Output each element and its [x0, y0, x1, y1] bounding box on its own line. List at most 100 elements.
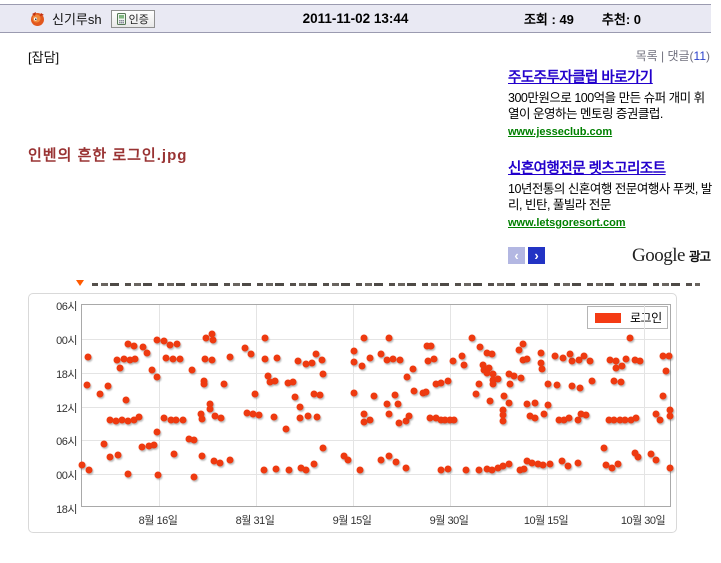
scatter-dot	[356, 466, 364, 474]
scatter-dot	[574, 459, 582, 467]
list-link[interactable]: 목록	[635, 49, 658, 63]
gridline	[82, 407, 670, 408]
scatter-dot	[555, 416, 563, 424]
scatter-dot	[113, 356, 121, 364]
verify-button-label: 인증	[128, 13, 149, 26]
scatter-dot	[558, 457, 566, 465]
scatter-dot	[198, 415, 206, 423]
scatter-dot	[600, 444, 608, 452]
scatter-dot	[247, 350, 255, 358]
scatter-dot	[302, 466, 310, 474]
chart-legend: 로그인	[587, 306, 668, 329]
scatter-dot	[201, 355, 209, 363]
scatter-dot	[500, 392, 508, 400]
post-nav-links: 목록 | 댓글(11)	[636, 47, 710, 64]
scatter-dot	[559, 354, 567, 362]
scatter-dot	[190, 436, 198, 444]
scatter-dot	[366, 354, 374, 362]
ad-url-link[interactable]: www.letsgoresort.com	[508, 217, 626, 229]
scatter-dot	[462, 466, 470, 474]
scatter-dot	[217, 414, 225, 422]
scatter-dot	[270, 413, 278, 421]
scatter-dot	[138, 443, 146, 451]
scatter-dot	[403, 373, 411, 381]
google-ads-label: 광고	[688, 250, 711, 264]
scatter-dot	[385, 410, 393, 418]
scatter-dot	[636, 357, 644, 365]
scatter-dot	[539, 461, 547, 469]
scatter-dot	[475, 380, 483, 388]
scatter-dot	[153, 336, 161, 344]
scatter-dot	[308, 359, 316, 367]
scatter-dot	[553, 381, 561, 389]
scatter-dot	[291, 393, 299, 401]
scatter-dot	[612, 364, 620, 372]
phone-icon	[116, 12, 126, 25]
clipped-caption-text	[92, 283, 700, 286]
x-tick-label: 10월 30일	[620, 515, 666, 527]
scatter-dot	[460, 361, 468, 369]
scatter-dot	[586, 357, 594, 365]
scatter-dot	[385, 334, 393, 342]
scatter-dot	[172, 416, 180, 424]
scatter-dot	[166, 341, 174, 349]
scatter-dot	[652, 410, 660, 418]
x-tick-label: 8월 16일	[138, 515, 178, 527]
scatter-dot	[350, 347, 358, 355]
scatter-dot	[576, 384, 584, 392]
scatter-dot	[358, 362, 366, 370]
scatter-dot	[312, 350, 320, 358]
scatter-dot	[392, 458, 400, 466]
gridline	[353, 305, 354, 506]
scatter-dot	[489, 370, 497, 378]
verify-button[interactable]: 인증	[110, 9, 155, 28]
scatter-dot	[154, 471, 162, 479]
scatter-dot	[370, 392, 378, 400]
scatter-dot	[220, 380, 228, 388]
scatter-dot	[577, 410, 585, 418]
ad-title-link[interactable]: 주도주투자클럽 바로가기	[508, 70, 653, 86]
scatter-dot	[444, 465, 452, 473]
scatter-dot	[666, 464, 674, 472]
ad-prev-arrow-button[interactable]: ‹	[508, 247, 525, 264]
scatter-dot	[665, 352, 673, 360]
y-tick-label: 18시	[56, 368, 77, 381]
comments-link[interactable]: 댓글(11)	[667, 49, 710, 63]
login-time-chart: 로그인 06시 00시 18시 12시 06시 00시 18시 8월 16일 8월 31일 9월…	[28, 293, 677, 533]
scatter-dot	[499, 417, 507, 425]
ad-title-link[interactable]: 신혼여행전문 렛츠고리조트	[508, 161, 666, 177]
scatter-dot	[170, 450, 178, 458]
scatter-dot	[528, 459, 536, 467]
scatter-dot	[505, 460, 513, 468]
y-tick-label: 18시	[56, 504, 77, 516]
scatter-dot	[185, 435, 193, 443]
scatter-dot	[124, 417, 132, 425]
scatter-dot	[652, 456, 660, 464]
scatter-dot	[294, 357, 302, 365]
gridline	[82, 474, 670, 475]
scatter-dot	[618, 362, 626, 370]
y-tick-label: 00시	[56, 334, 77, 347]
ad-url-link[interactable]: www.jesseclub.com	[508, 126, 613, 138]
gridline	[256, 305, 257, 506]
ad-next-arrow-button[interactable]: ›	[528, 247, 545, 264]
scatter-dot	[120, 355, 128, 363]
scatter-dot	[565, 414, 573, 422]
scatter-dot	[206, 405, 214, 413]
scatter-dot	[531, 414, 539, 422]
scatter-dot	[282, 425, 290, 433]
scatter-dot	[296, 403, 304, 411]
scatter-dot	[316, 391, 324, 399]
scatter-dot	[437, 379, 445, 387]
username[interactable]: 신기루sh	[52, 12, 102, 27]
scatter-dot	[310, 390, 318, 398]
scatter-dot	[602, 461, 610, 469]
scatter-dot	[499, 406, 507, 414]
scatter-dot	[188, 366, 196, 374]
scatter-dot	[241, 344, 249, 352]
scatter-dot	[517, 374, 525, 382]
legend-swatch	[595, 312, 621, 323]
scatter-dot	[360, 334, 368, 342]
scatter-dot	[114, 451, 122, 459]
